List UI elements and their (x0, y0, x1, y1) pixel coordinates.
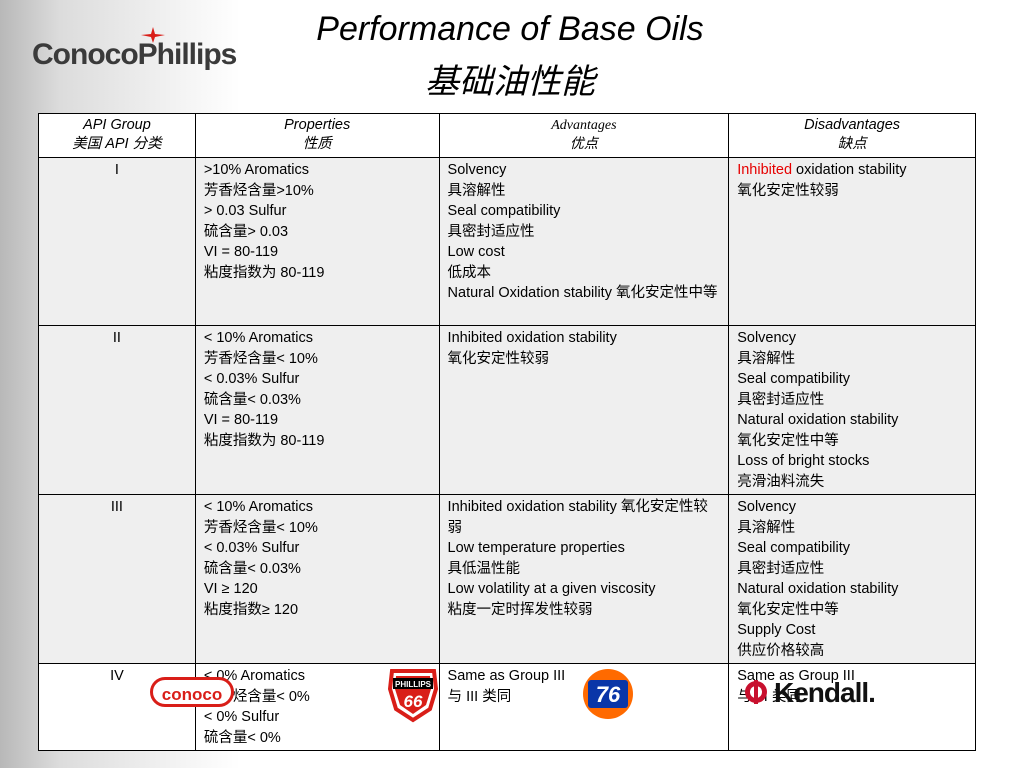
phillips-number: 66 (404, 692, 423, 711)
disadvantages-cell: Inhibited oxidation stability 氧化安定性较弱 (728, 157, 976, 326)
disadvantages-cell: Solvency 具溶解性 Seal compatibility 具密封适应性 … (728, 494, 976, 664)
advantages-cell: Same as Group III 与 III 类同 (438, 663, 730, 751)
logo-text: ConocoPhillips (32, 38, 237, 71)
table-header-row: API Group 美国 API 分类 Properties 性质 Advant… (38, 113, 976, 158)
header-api-group: API Group 美国 API 分类 (38, 113, 196, 158)
company-logo: ConocoPhillips (32, 27, 237, 72)
base-oils-table: API Group 美国 API 分类 Properties 性质 Advant… (38, 113, 976, 751)
title-english: Performance of Base Oils (316, 10, 704, 48)
advantages-cell: Inhibited oxidation stability 氧化安定性较弱 Lo… (438, 494, 730, 664)
properties-cell: < 10% Aromatics 芳香烃含量< 10% < 0.03% Sulfu… (194, 494, 440, 664)
group-cell: III (38, 494, 196, 664)
advantages-cell: Inhibited oxidation stability 氧化安定性较弱 (438, 325, 730, 495)
header-disadvantages: Disadvantages 缺点 (728, 113, 976, 158)
header-advantages: Advantages 优点 (438, 113, 730, 158)
header-properties: Properties 性质 (194, 113, 440, 158)
advantages-cell: Solvency 具溶解性 Seal compatibility 具密封适应性 … (438, 157, 730, 326)
union-76-number: 76 (596, 682, 621, 707)
group-cell: I (38, 157, 196, 326)
table-row: III < 10% Aromatics 芳香烃含量< 10% < 0.03% S… (38, 494, 976, 664)
kendall-text: Kendall. (774, 677, 875, 708)
phillips-66-logo: PHILLIPS 66 (387, 669, 439, 723)
conoco-logo: conoco (150, 677, 234, 707)
disadvantages-cell: Solvency 具溶解性 Seal compatibility 具密封适应性 … (728, 325, 976, 495)
kendall-logo: Kendall. (745, 677, 876, 708)
logo-star-icon (141, 27, 165, 43)
table-row: II < 10% Aromatics 芳香烃含量< 10% < 0.03% Su… (38, 325, 976, 495)
properties-cell: < 10% Aromatics 芳香烃含量< 10% < 0.03% Sulfu… (194, 325, 440, 495)
table-row: I >10% Aromatics 芳香烃含量>10% > 0.03 Sulfur… (38, 157, 976, 326)
highlight-inhibited: Inhibited (737, 162, 793, 178)
union-76-logo: 76 (583, 669, 633, 719)
properties-cell: >10% Aromatics 芳香烃含量>10% > 0.03 Sulfur 硫… (194, 157, 440, 326)
title-chinese: 基础油性能 (425, 62, 595, 102)
phillips-text: PHILLIPS (395, 680, 432, 689)
group-cell: II (38, 325, 196, 495)
